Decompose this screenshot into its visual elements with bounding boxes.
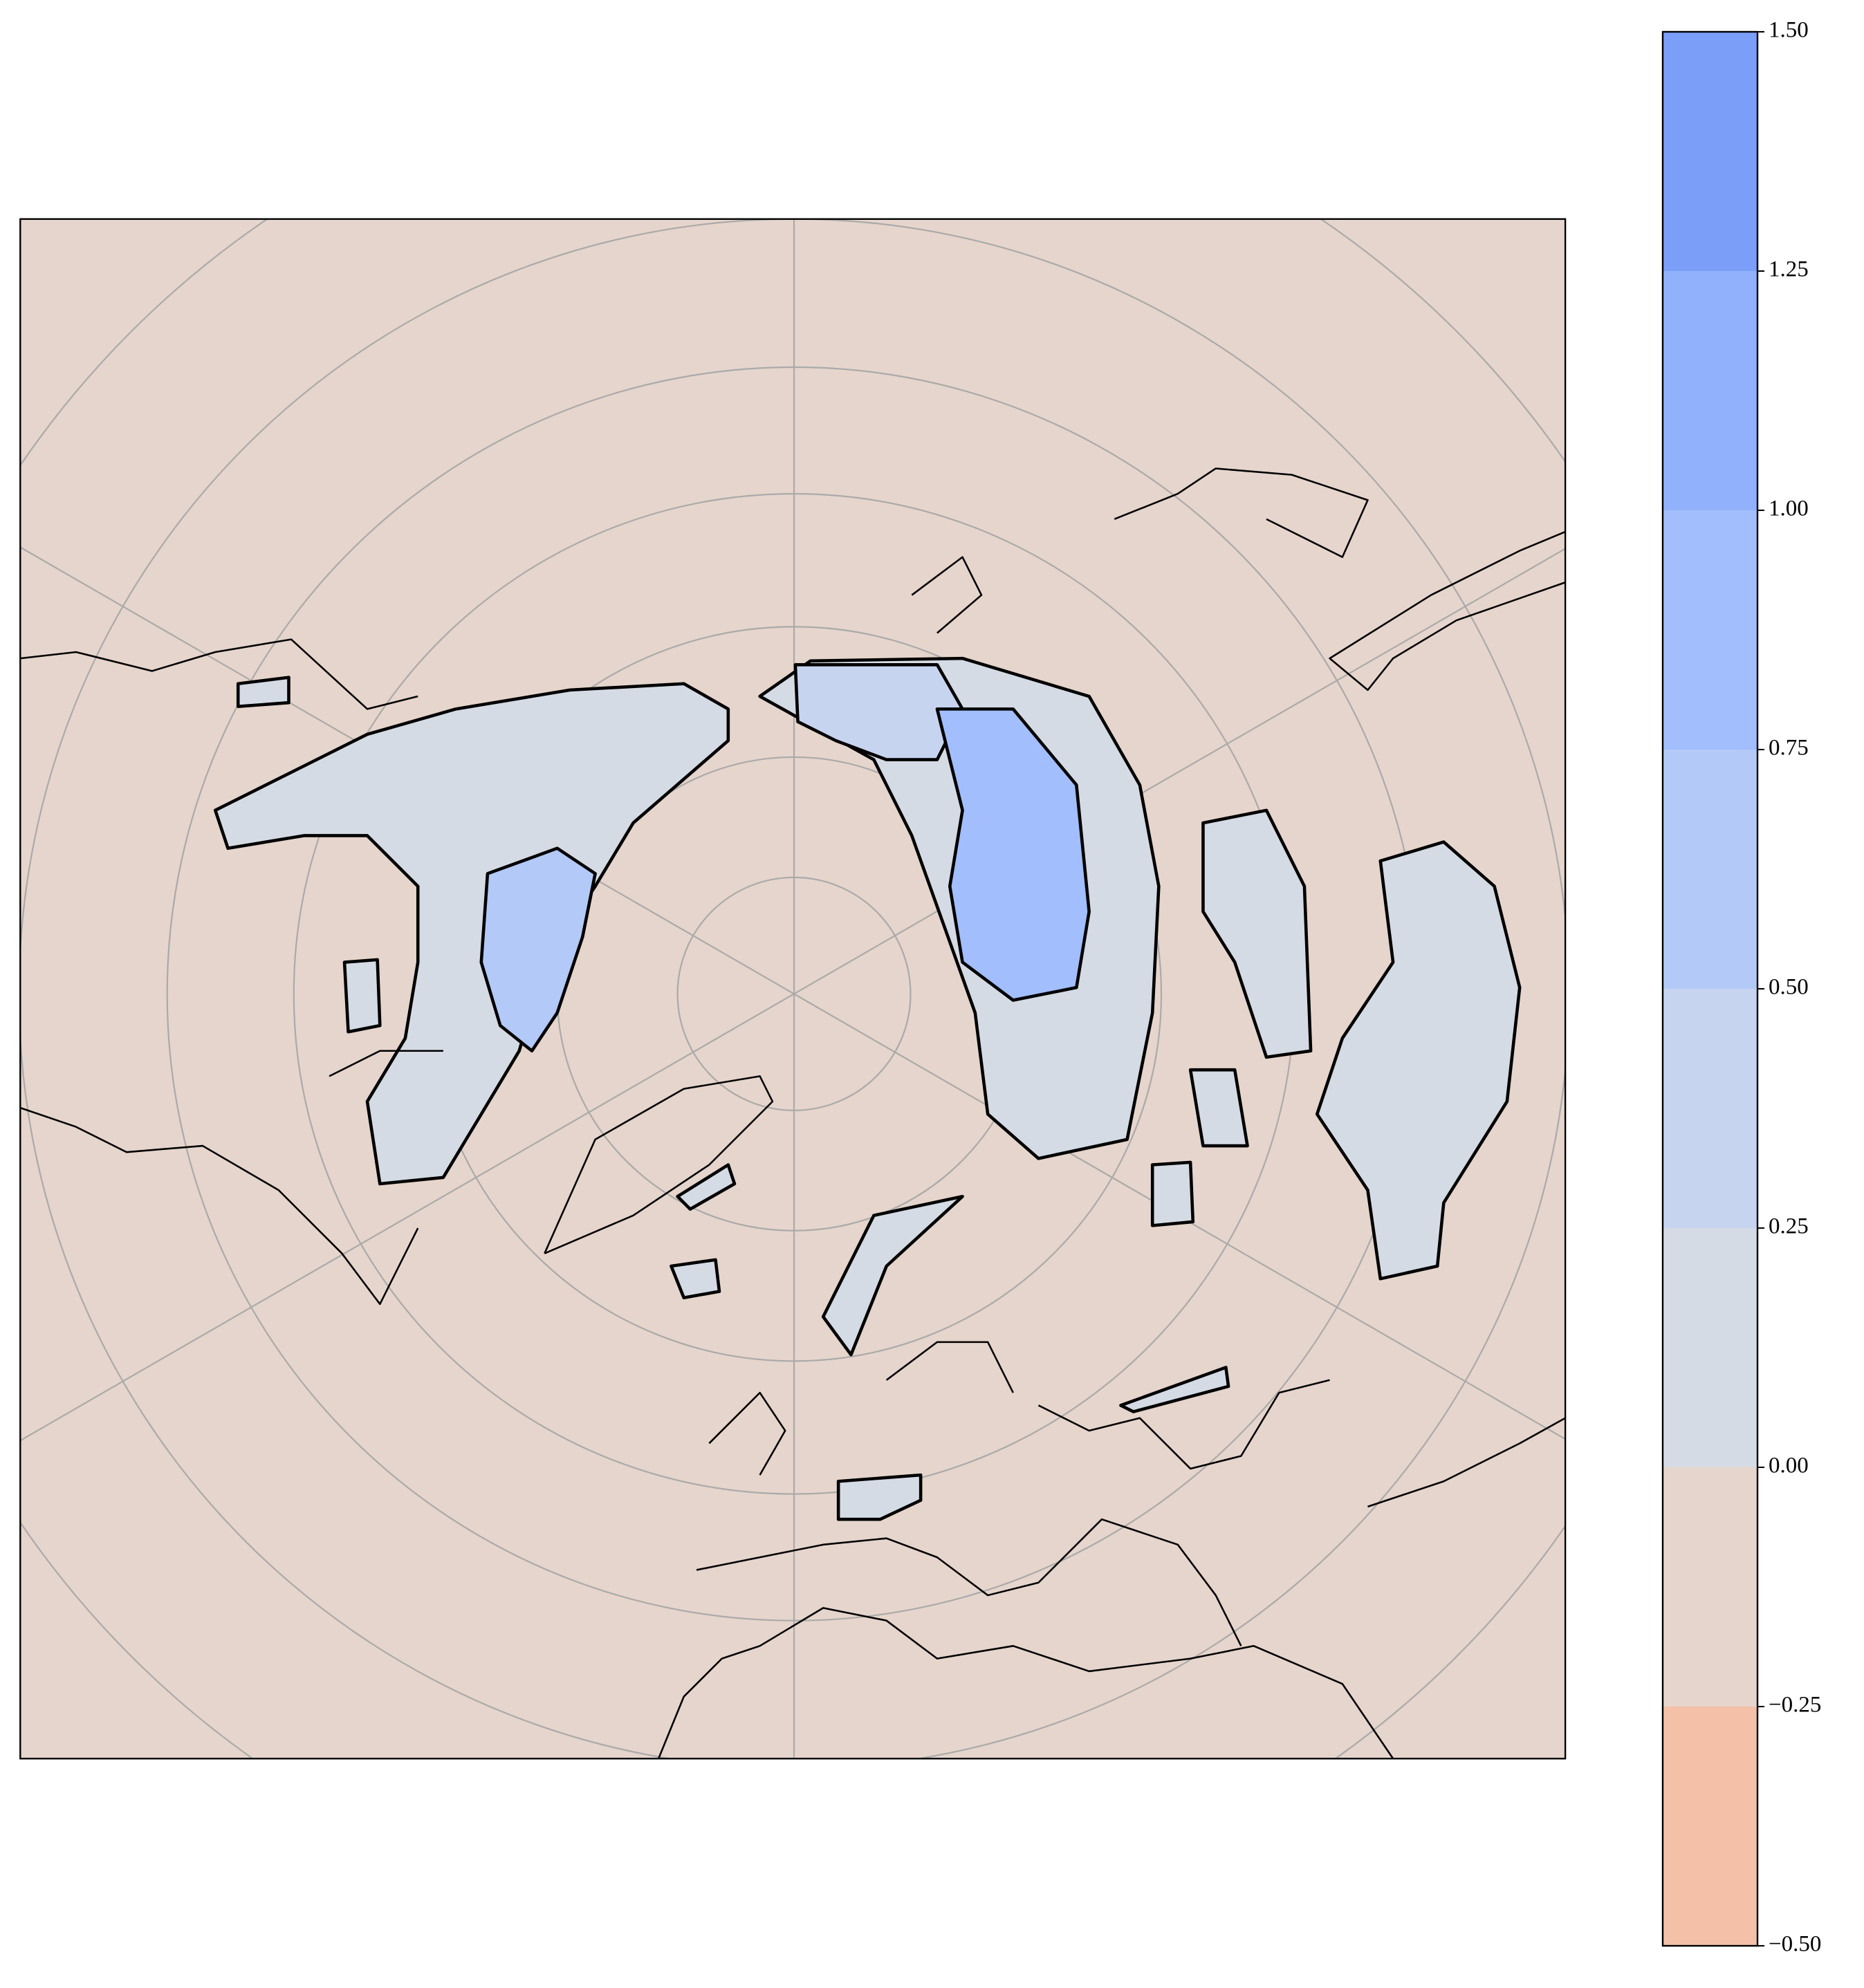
meridian [20, 548, 1566, 1442]
colorbar-tick-label: 1.50 [1769, 18, 1809, 43]
map-frame [19, 218, 1567, 1760]
region [342, 958, 382, 1034]
colorbar-band [1663, 32, 1757, 271]
coastline [1367, 1417, 1566, 1508]
region [1188, 1068, 1249, 1148]
colorbar: −0.50 −0.25 0.00 0.25 0.50 0.75 1.00 1.25 1.50 [1661, 18, 1821, 1957]
colorbar-band [1663, 750, 1757, 989]
region [836, 1473, 923, 1521]
coastline [20, 638, 418, 710]
region [1150, 1160, 1195, 1227]
region [1315, 840, 1522, 1281]
anomaly-regions [213, 656, 1522, 1521]
region [236, 676, 290, 708]
coastline [708, 1391, 786, 1476]
region [1119, 1366, 1230, 1413]
colorbar-tick-label: −0.50 [1769, 1932, 1821, 1957]
region [1201, 808, 1313, 1059]
colorbar-tick-label: 0.00 [1769, 1453, 1809, 1478]
coastline [1329, 530, 1566, 691]
coastline [20, 1106, 419, 1306]
coastline [1037, 1379, 1330, 1470]
colorbar-band [1663, 271, 1757, 510]
coastline [911, 556, 983, 634]
region [670, 1258, 721, 1300]
region [676, 1163, 737, 1211]
colorbar-tick-label: 0.75 [1769, 736, 1809, 761]
colorbar-band [1663, 1707, 1757, 1946]
coastline [885, 1341, 1014, 1393]
colorbar-band [1663, 1467, 1757, 1707]
region [935, 707, 1091, 1002]
colorbar-tick-label: 0.50 [1769, 975, 1809, 1000]
colorbar-band [1663, 1228, 1757, 1467]
region [479, 846, 597, 1053]
coastline [1114, 467, 1369, 558]
coastline [544, 1075, 774, 1254]
colorbar-band [1663, 989, 1757, 1228]
colorbar-tick-label: 1.00 [1769, 496, 1809, 521]
region [213, 682, 730, 1186]
coastline [696, 1518, 1242, 1646]
region [821, 1195, 964, 1357]
coastline [329, 1050, 443, 1077]
region [793, 662, 964, 761]
coastlines [20, 467, 1566, 1759]
colorbar-tick-label: 1.25 [1769, 257, 1809, 282]
colorbar-tick-label: 0.25 [1769, 1214, 1809, 1239]
coastline [657, 1607, 1394, 1759]
colorbar-tick-label: −0.25 [1769, 1693, 1821, 1718]
map-background [20, 219, 1566, 1759]
colorbar-band [1663, 510, 1757, 750]
